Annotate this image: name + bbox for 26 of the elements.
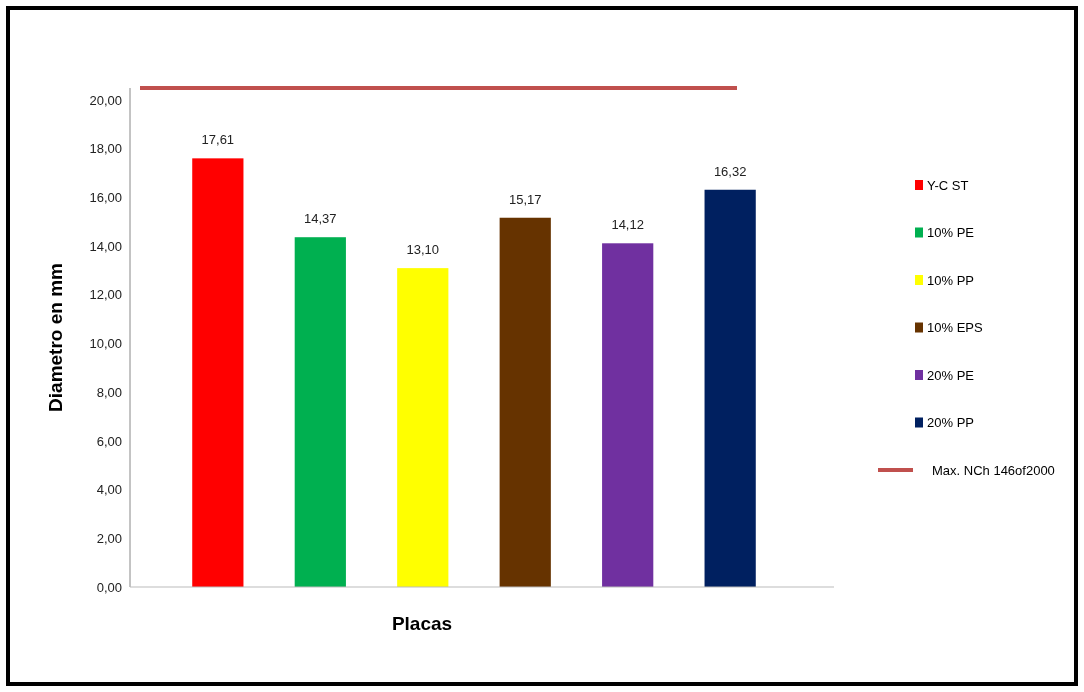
legend-label: Max. NCh 146of2000 [932, 462, 1055, 478]
y-tick-label: 2,00 [96, 530, 122, 546]
text: 15,17 [508, 191, 542, 207]
text: 17,61 [201, 132, 235, 148]
x-axis-title: Placas [391, 613, 453, 634]
y-tick-label: 4,00 [96, 482, 122, 498]
legend-label: Y-C ST [927, 177, 969, 193]
y-tick-label: 10,00 [89, 336, 122, 352]
legend-label: 10% EPS [927, 320, 983, 336]
legend-label: 20% PE [927, 367, 975, 383]
y-tick-label: 12,00 [89, 287, 122, 303]
legend-label: 10% PP [927, 272, 974, 288]
y-tick-label: 18,00 [89, 141, 122, 157]
legend-label: 10% PE [927, 225, 975, 241]
y-tick-label: 14,00 [89, 238, 122, 254]
y-tick-label: 20,00 [89, 92, 122, 108]
legend-label: 20% PP [927, 415, 974, 431]
y-tick-label: 8,00 [96, 384, 122, 400]
y-tick-label: 16,00 [89, 190, 122, 206]
text: 13,10 [406, 242, 440, 258]
text: 16,32 [713, 163, 747, 179]
y-axis-title: Diametro en mm [45, 263, 66, 412]
text: 14,37 [304, 211, 337, 227]
text: 14,12 [611, 217, 644, 233]
y-tick-label: 6,00 [96, 433, 122, 449]
y-tick-label: 0,00 [96, 579, 122, 595]
